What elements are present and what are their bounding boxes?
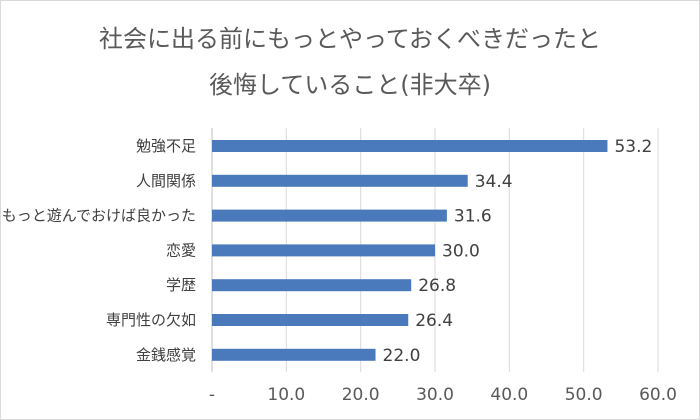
bar <box>212 244 435 257</box>
bars <box>212 140 608 361</box>
x-tick-label: - <box>209 385 215 405</box>
category-label: 学歴 <box>166 276 196 294</box>
x-tick-label: 20.0 <box>342 385 380 405</box>
bar <box>212 140 608 152</box>
bar <box>212 174 468 187</box>
value-label: 30.0 <box>442 241 480 261</box>
x-tick-label: 10.0 <box>267 385 305 405</box>
value-label: 26.8 <box>418 276 456 296</box>
category-label: 勉強不足 <box>136 137 196 155</box>
x-tick-label: 40.0 <box>490 385 528 405</box>
category-label: 専門性の欠如 <box>106 311 196 329</box>
bar <box>212 314 409 326</box>
bar <box>212 209 447 222</box>
value-label: 34.4 <box>475 172 513 192</box>
x-tick-label: 50.0 <box>565 385 603 405</box>
bar <box>212 279 412 292</box>
chart-title-line-2: 後悔していること(非大卒) <box>208 71 491 99</box>
x-tick-label: 60.0 <box>639 385 677 405</box>
value-label: 53.2 <box>614 137 652 157</box>
x-tick-labels: - 10.0 20.0 30.0 40.0 50.0 60.0 <box>209 385 677 405</box>
value-label: 26.4 <box>415 311 453 331</box>
value-labels: 53.2 34.4 31.6 30.0 26.8 26.4 22.0 <box>383 137 653 366</box>
x-tick-label: 30.0 <box>416 385 454 405</box>
category-label: もっと遊んでおけば良かった <box>2 207 196 225</box>
category-label: 金銭感覚 <box>136 346 196 364</box>
chart-title-line-1: 社会に出る前にもっとやっておくべきだったと <box>98 25 602 53</box>
bar <box>212 348 376 361</box>
value-label: 31.6 <box>454 207 492 227</box>
category-label: 恋愛 <box>166 241 196 259</box>
category-label: 人間関係 <box>136 172 196 190</box>
value-label: 22.0 <box>383 346 421 366</box>
